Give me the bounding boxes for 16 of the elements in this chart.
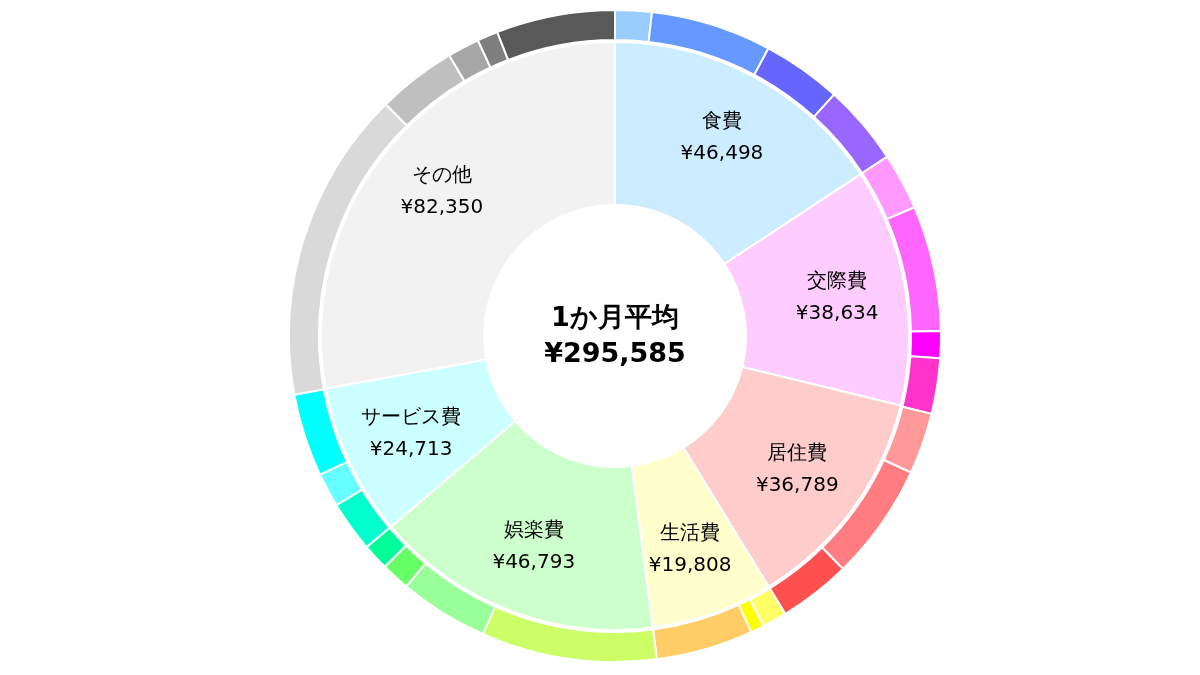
slice-label: 交際費	[807, 268, 868, 293]
slice-label: サービス費	[361, 403, 462, 428]
text: ¥295,585	[544, 337, 686, 368]
data-label: ¥82,350	[400, 194, 484, 219]
slice-label: 居住費	[767, 439, 828, 464]
slice-label: その他	[411, 162, 472, 187]
data-label: ¥24,713	[369, 435, 453, 460]
text: 1か月平均	[551, 301, 679, 332]
data-label: ¥36,789	[755, 471, 839, 496]
data-label: ¥46,498	[680, 140, 764, 165]
data-label: ¥38,634	[795, 300, 879, 325]
data-label: ¥46,793	[492, 549, 576, 574]
slice-label: 食費	[701, 108, 742, 133]
slice-label: 娯楽費	[503, 517, 564, 542]
data-label: ¥19,808	[648, 551, 732, 576]
slice-label: 生活費	[660, 519, 721, 544]
